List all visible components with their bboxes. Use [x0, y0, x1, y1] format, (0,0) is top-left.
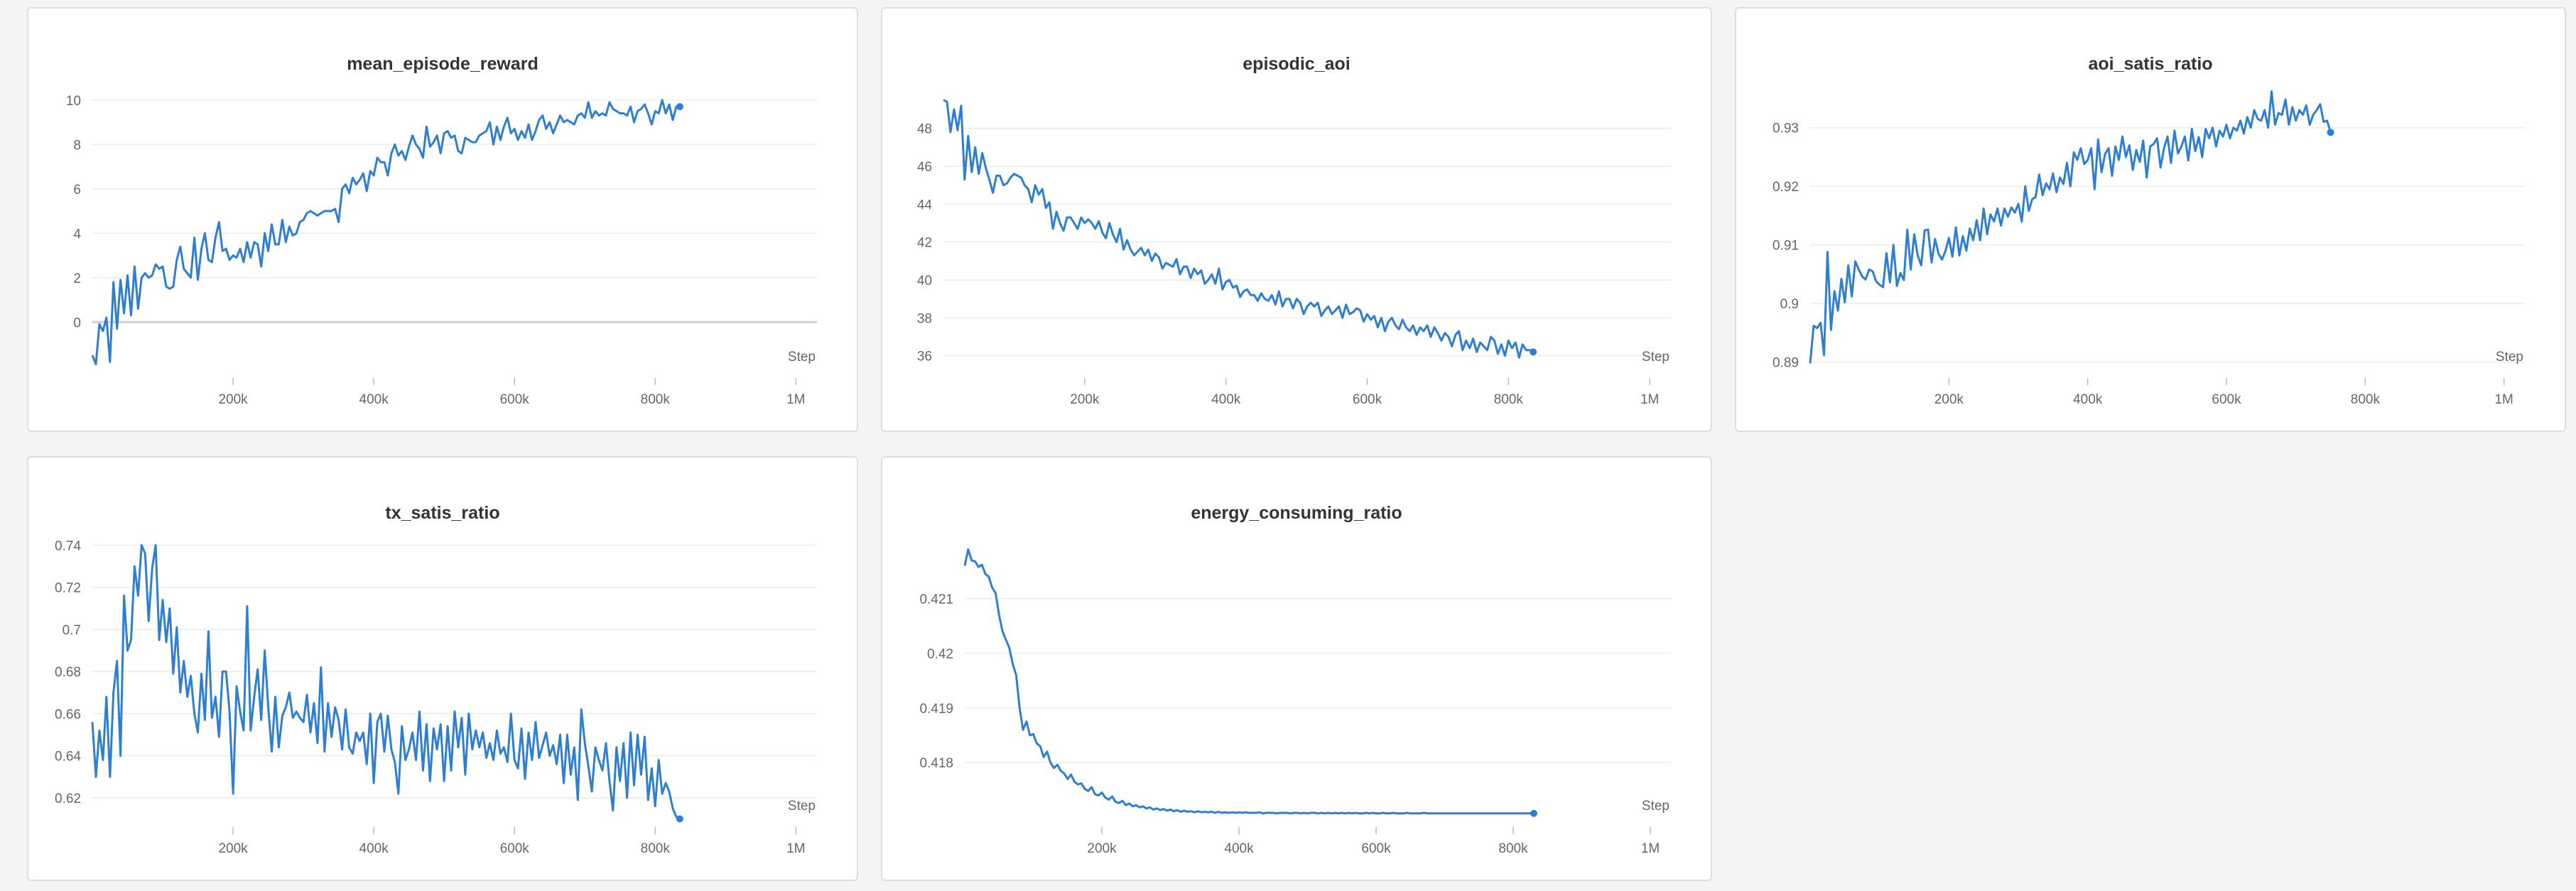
chart-panel-tx-satis-ratio[interactable]: tx_satis_ratio 0.62 0.64 0.66 0.68 0.7 0.72 0.…: [27, 456, 858, 881]
y-tick-label: 0.72: [55, 581, 81, 596]
chart-plot[interactable]: 0.62 0.64 0.66 0.68 0.7 0.72 0.74 200k 400k 600k 8…: [28, 458, 858, 881]
x-tick-label: 200k: [1070, 392, 1100, 407]
chart-title: energy_consuming_ratio: [1191, 503, 1402, 523]
x-axis-label: Step: [788, 799, 816, 814]
series-end-point: [1530, 348, 1537, 356]
series-line: [943, 99, 1534, 359]
x-axis-label: Step: [2496, 350, 2523, 364]
x-tick-label: 800k: [641, 841, 671, 856]
x-tick-label: 600k: [500, 841, 530, 856]
y-tick-label: 0.421: [919, 592, 953, 607]
y-tick-label: 42: [917, 236, 932, 251]
x-tick-label: 400k: [359, 841, 389, 856]
x-tick-label: 200k: [218, 392, 248, 407]
chart-plot[interactable]: 0 2 4 6 8 10 200k 400k 600k 800k 1M Step: [28, 9, 858, 432]
chart-panel-energy-consuming-ratio[interactable]: energy_consuming_ratio 0.418 0.419 0.42 0.4…: [881, 456, 1712, 881]
x-tick-label: 1M: [786, 841, 805, 856]
y-tick-label: 0.66: [55, 707, 81, 722]
series-line: [963, 548, 1534, 815]
x-axis-label: Step: [1642, 350, 1669, 364]
y-tick-label: 0.93: [1773, 122, 1799, 136]
x-tick-label: 200k: [218, 841, 248, 856]
y-tick-label: 2: [73, 271, 81, 286]
x-tick-label: 1M: [1640, 392, 1659, 407]
x-axis-label: Step: [788, 350, 816, 364]
series-line: [91, 544, 681, 820]
x-tick-label: 400k: [2073, 392, 2103, 407]
x-tick-label: 600k: [2212, 392, 2241, 407]
chart-plot[interactable]: 0.89 0.9 0.91 0.92 0.93 200k 400k 600k 800k 1M Ste…: [1736, 9, 2566, 432]
y-tick-label: 0.62: [55, 792, 81, 806]
x-tick-label: 1M: [786, 392, 805, 407]
chart-plot[interactable]: 0.418 0.419 0.42 0.421 200k 400k 600k 800k 1M Ste…: [882, 458, 1712, 881]
series-end-point: [1530, 809, 1537, 817]
y-tick-label: 0.419: [919, 701, 953, 716]
y-tick-label: 48: [917, 122, 932, 137]
x-tick-label: 800k: [1494, 392, 1524, 407]
chart-title: aoi_satis_ratio: [2088, 54, 2213, 74]
x-tick-label: 800k: [641, 392, 671, 407]
series-end-point: [2327, 129, 2334, 136]
x-axis-label: Step: [1642, 799, 1669, 814]
y-tick-label: 0: [73, 315, 81, 330]
y-tick-label: 0.418: [919, 756, 953, 771]
y-tick-label: 0.9: [1780, 297, 1799, 312]
y-tick-label: 0.89: [1773, 356, 1799, 371]
series-end-point: [676, 103, 683, 111]
y-tick-label: 0.92: [1773, 180, 1799, 195]
x-tick-label: 200k: [1087, 841, 1117, 856]
chart-panel-aoi-satis-ratio[interactable]: aoi_satis_ratio 0.89 0.9 0.91 0.92 0.93 200k 4…: [1735, 7, 2566, 432]
x-tick-label: 1M: [2494, 392, 2513, 407]
series-line: [1809, 90, 2332, 364]
y-tick-label: 0.42: [927, 647, 953, 662]
y-tick-label: 8: [73, 138, 81, 153]
chart-title: mean_episode_reward: [347, 54, 539, 74]
x-tick-label: 400k: [1211, 392, 1241, 407]
y-tick-label: 0.7: [63, 623, 81, 638]
chart-title: tx_satis_ratio: [385, 503, 500, 523]
y-tick-label: 46: [917, 160, 932, 175]
y-tick-label: 4: [73, 227, 81, 242]
series-line: [91, 99, 680, 366]
y-tick-label: 0.64: [55, 750, 81, 765]
y-tick-label: 0.91: [1773, 239, 1799, 254]
y-tick-label: 0.74: [55, 539, 81, 554]
x-tick-label: 400k: [359, 392, 389, 407]
chart-title: episodic_aoi: [1243, 54, 1351, 74]
y-tick-label: 44: [917, 198, 933, 212]
x-tick-label: 800k: [2351, 392, 2381, 407]
y-tick-label: 0.68: [55, 665, 81, 680]
y-tick-label: 6: [73, 183, 81, 198]
x-tick-label: 200k: [1934, 392, 1964, 407]
x-tick-label: 600k: [500, 392, 530, 407]
y-tick-label: 40: [917, 274, 932, 288]
x-tick-label: 600k: [1361, 841, 1391, 856]
x-tick-label: 400k: [1224, 841, 1254, 856]
x-tick-label: 600k: [1353, 392, 1382, 407]
y-tick-label: 36: [917, 350, 932, 364]
y-tick-label: 10: [66, 94, 81, 109]
chart-panel-episodic-aoi[interactable]: episodic_aoi 36 38 40 42 44 46 48 200k 400k 600k 8…: [881, 7, 1712, 432]
chart-panel-mean-episode-reward[interactable]: mean_episode_reward 0 2 4 6 8 10 200k 400k 600k 8…: [27, 7, 858, 432]
chart-plot[interactable]: 36 38 40 42 44 46 48 200k 400k 600k 800k 1M Step: [882, 9, 1712, 432]
series-end-point: [676, 815, 683, 823]
x-tick-label: 800k: [1498, 841, 1528, 856]
x-tick-label: 1M: [1641, 841, 1660, 856]
y-tick-label: 38: [917, 311, 932, 326]
